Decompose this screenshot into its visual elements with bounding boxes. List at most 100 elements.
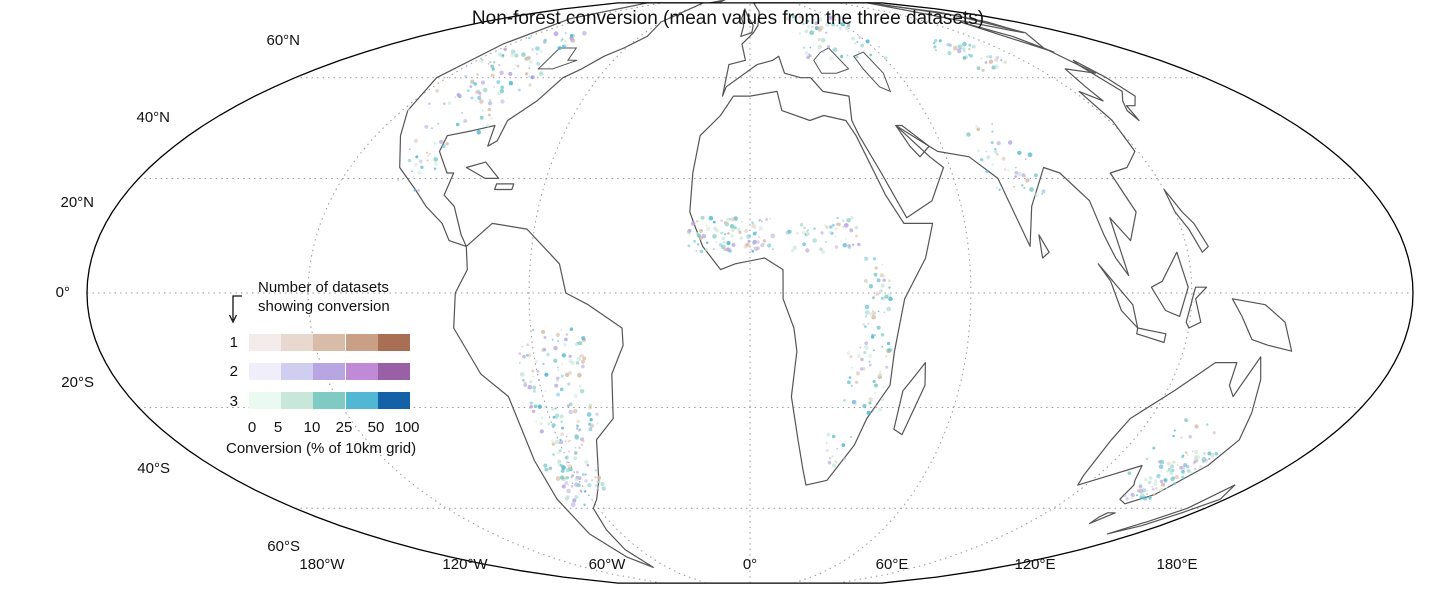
hotspot-pixel [425,151,429,154]
hotspot-pixel [530,76,534,79]
hotspot-pixel [975,124,979,128]
hotspot-pixel [865,315,868,318]
hotspot-pixel [566,460,569,464]
hotspot-pixel [1185,464,1190,469]
hotspot-pixel [854,225,859,230]
hotspot-pixel [490,73,495,78]
hotspot-pixel [857,354,861,358]
hotspot-pixel [855,55,859,59]
hotspot-pixel [574,495,579,500]
hotspot-pixel [548,466,553,470]
hotspot-pixel [720,219,723,222]
legend-tick-25: 25 [335,419,353,436]
hotspot-pixel [561,484,566,489]
hotspot-pixel [566,488,571,494]
hotspot-pixel [1172,460,1176,464]
hotspot-pixel [555,332,561,338]
hotspot-pixel [842,457,846,461]
hotspot-pixel [551,442,555,446]
hotspot-pixel [938,39,942,43]
hotspot-pixel [769,217,772,220]
hotspot-pixel [796,232,799,235]
hotspot-pixel [526,343,530,347]
landmass-philippines [1163,188,1209,253]
hotspot-pixel [1166,461,1171,466]
hotspot-pixel [816,26,819,29]
legend-swatch-3-3 [313,392,346,409]
hotspot-pixel [407,108,411,112]
hotspot-pixel [855,380,859,384]
hotspot-pixel [979,158,984,162]
hotspot-pixel [991,122,994,126]
hotspot-pixel [1166,469,1169,473]
hotspot-pixel [554,383,559,388]
hotspot-pixel [571,482,574,485]
hotspot-pixel [514,53,519,58]
hotspot-pixel [573,456,578,461]
hotspot-pixel [871,314,877,320]
hotspot-pixel [557,369,560,371]
lat-label-60n: 60°N [266,32,300,49]
hotspot-pixel [878,372,882,377]
hotspot-pixel [804,29,809,33]
hotspot-pixel [500,85,505,90]
hotspot-pixel [746,243,751,248]
hotspot-pixel [576,419,580,424]
hotspot-pixel [433,156,439,162]
hotspot-pixel [1041,193,1043,195]
landmass-eurasia [721,2,1137,277]
hotspot-pixel [528,59,533,64]
hotspot-pixel [729,223,735,229]
hotspot-pixel [1025,178,1030,183]
hotspot-pixel [880,333,885,337]
landmass-sakhalin [959,21,1055,53]
hotspot-pixel [739,236,743,240]
hotspot-pixel [956,48,962,54]
legend-swatch-3-1 [249,392,281,409]
hotspot-pixel [447,101,452,105]
hotspot-pixel [705,241,709,245]
hotspot-pixel [1189,471,1193,475]
hotspot-pixel [481,109,484,112]
hotspot-pixel [969,54,973,58]
hotspot-pixel [854,42,856,45]
hotspot-pixel [881,263,884,266]
hotspot-pixel [479,115,484,120]
hotspot-pixel [753,225,757,229]
hotspot-pixel [792,245,798,251]
hotspot-pixel [519,372,525,377]
hotspot-pixel [868,360,871,363]
legend-swatch-2-1 [249,363,281,380]
hotspot-pixel [582,356,587,361]
hotspot-pixel [813,227,816,230]
hotspot-pixel [537,378,541,382]
graticule-meridian [528,2,707,584]
hotspot-pixel [876,325,881,330]
hotspot-pixel [596,488,600,492]
hotspot-pixel [570,502,576,508]
hotspot-pixel [824,240,828,244]
hotspot-pixel [857,242,861,247]
hotspot-pixel [1170,476,1175,482]
hotspot-pixel [568,354,572,359]
hotspot-pixel [846,351,851,356]
hotspot-pixel [1172,482,1177,486]
hotspot-pixel [804,51,809,55]
hotspot-pixel [791,14,796,19]
hotspot-pixel [1001,156,1006,161]
hotspot-pixel [555,476,561,481]
hotspot-pixel [842,219,845,223]
hotspot-pixel [1174,474,1180,480]
hotspot-pixel [872,257,877,261]
hotspot-pixel [584,473,587,476]
lon-label-180e: 180°E [1156,556,1198,573]
hotspot-pixel [830,231,834,235]
hotspot-pixel [1017,150,1022,155]
hotspot-pixel [1165,486,1168,489]
hotspot-pixel [560,328,563,332]
hotspot-pixel [529,380,533,384]
hotspot-pixel [858,35,862,39]
hotspot-pixel [475,90,479,94]
hotspot-pixel [564,32,567,35]
hotspot-pixel [1207,451,1211,455]
